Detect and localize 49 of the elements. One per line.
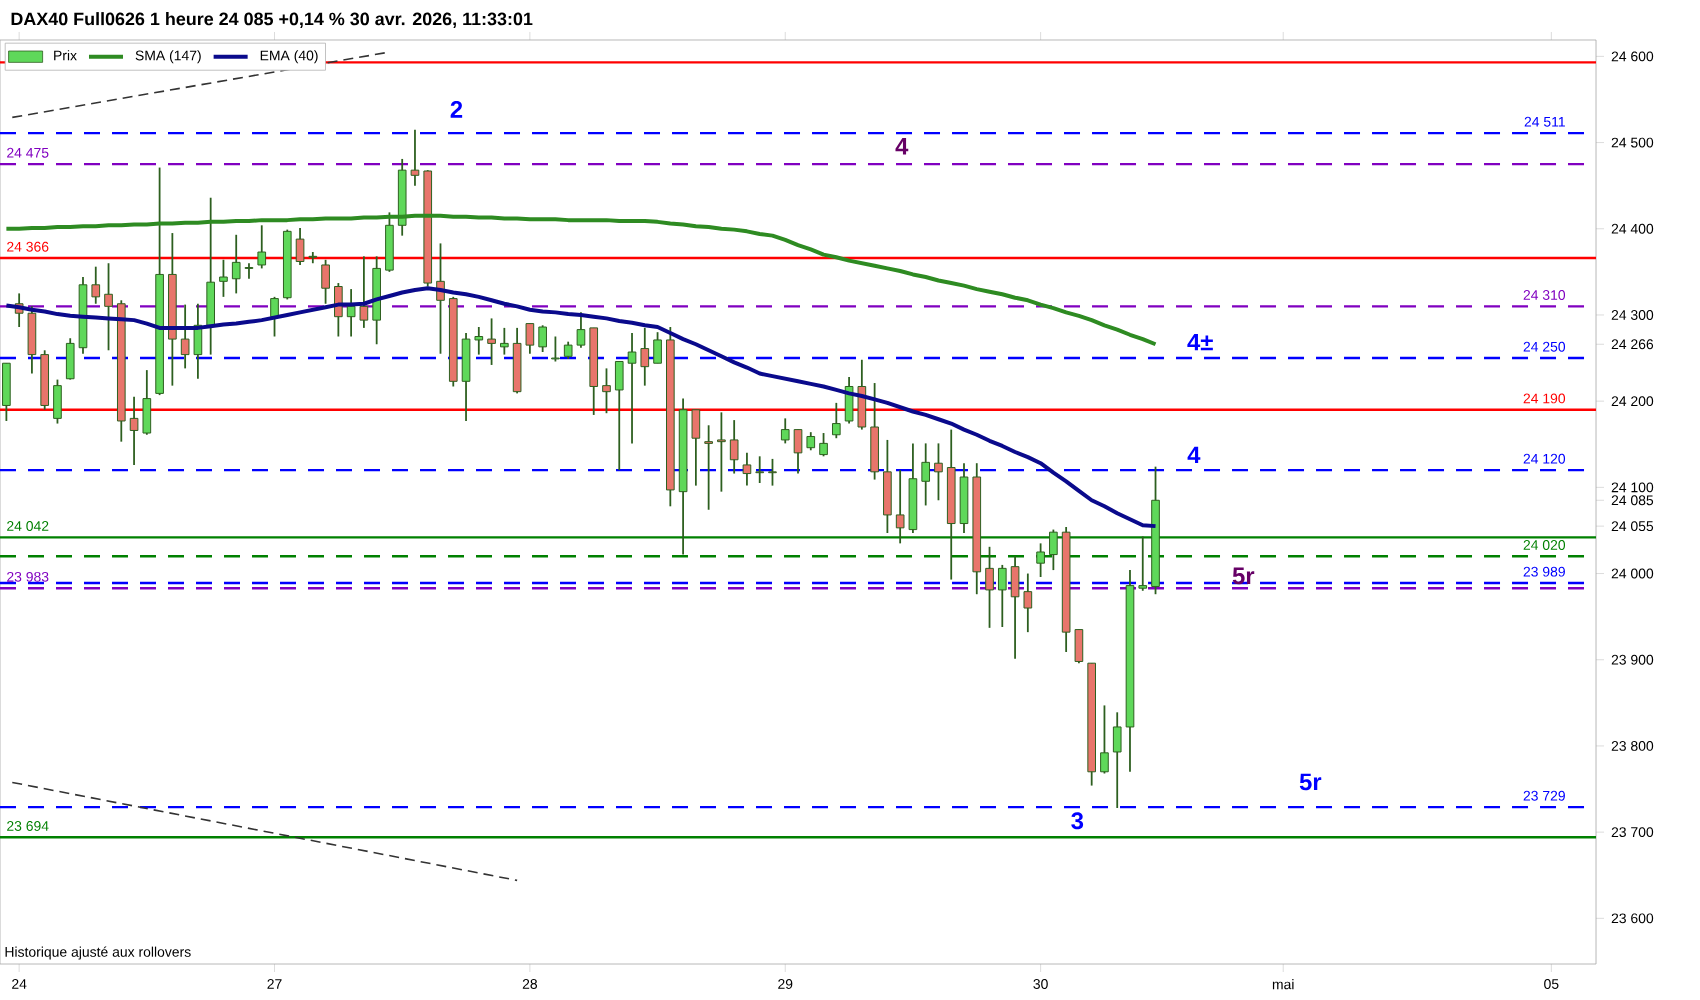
candlestick xyxy=(729,419,739,475)
candlestick xyxy=(921,442,931,507)
candlestick xyxy=(206,196,216,356)
annotation: 4 xyxy=(895,138,909,155)
candlestick xyxy=(959,462,969,534)
candlestick xyxy=(985,545,994,629)
annotation: 3 xyxy=(1071,812,1084,830)
candlestick xyxy=(551,335,560,363)
candlestick xyxy=(500,326,509,356)
candlestick xyxy=(53,378,62,425)
annotation: 4± xyxy=(1187,333,1213,351)
candlestick xyxy=(997,564,1007,628)
candlestick xyxy=(883,439,892,534)
candlestick xyxy=(538,324,547,353)
candlestick xyxy=(321,258,330,305)
candlestick xyxy=(257,224,267,270)
candlestick xyxy=(602,367,611,415)
candlestick xyxy=(104,262,113,352)
candlestick xyxy=(91,265,101,305)
candlestick xyxy=(819,432,828,458)
annotation: 4 xyxy=(1187,446,1201,464)
candlestick xyxy=(487,317,496,366)
candlestick xyxy=(1112,711,1122,809)
chart-title: DAX40 Full0626 1 heure 24 085 +0,14 % 30 avr. 2026, 11:33:01 xyxy=(11,12,533,28)
candlestick xyxy=(934,442,943,502)
candlestick xyxy=(385,211,394,273)
candlestick xyxy=(780,417,790,445)
candlestick xyxy=(870,382,879,481)
candlestick xyxy=(768,458,777,487)
candlestick xyxy=(831,401,841,440)
candlestick xyxy=(793,428,803,475)
candlestick xyxy=(1049,528,1058,571)
candlestick xyxy=(704,424,713,511)
candlestick xyxy=(755,455,765,484)
candlestick xyxy=(1036,542,1045,578)
candlestick xyxy=(653,331,662,365)
candlestick xyxy=(1100,704,1109,775)
annotation: 5r xyxy=(1299,773,1322,791)
candlestick xyxy=(614,360,624,471)
candlestick xyxy=(270,295,279,338)
annotation: 5r xyxy=(1232,567,1255,585)
annotation: 2 xyxy=(450,100,463,118)
candlestick xyxy=(1138,535,1148,592)
candlestick xyxy=(2,362,11,422)
candlestick xyxy=(65,337,75,381)
candlestick xyxy=(742,451,752,487)
candlestick xyxy=(806,431,816,452)
candlestick xyxy=(717,411,726,493)
candlestick xyxy=(219,258,228,298)
